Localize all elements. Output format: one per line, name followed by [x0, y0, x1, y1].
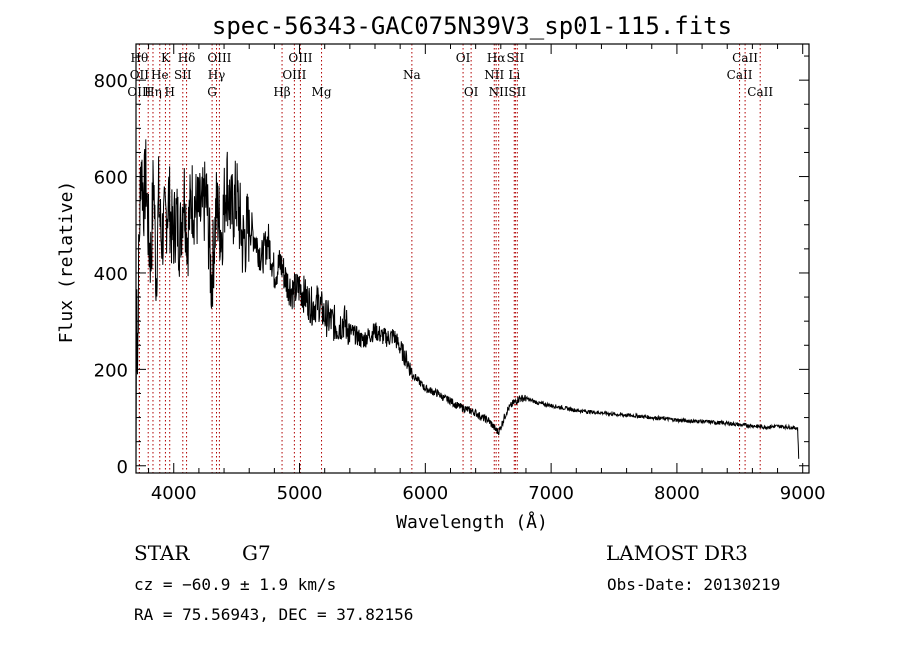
spectral-line-label: OI [464, 85, 479, 99]
spectral-lines: HθOIIOIIIHηHeKHSIIHδGHγOIIIHβOIIIOIIIMgN… [127, 44, 773, 473]
x-tick-label: 8000 [654, 483, 700, 504]
spectral-line-label: Hα [487, 51, 506, 65]
object-subclass: G7 [242, 541, 271, 565]
spectral-line-label: He [151, 68, 169, 82]
y-axis-label: Flux (relative) [56, 181, 77, 344]
spectral-line-label: Na [403, 68, 421, 82]
x-tick-label: 6000 [402, 483, 448, 504]
spectral-line-label: Li [508, 68, 520, 82]
redshift-text: cz = −60.9 ± 1.9 km/s [134, 575, 336, 594]
survey-name: LAMOST DR3 [606, 541, 748, 565]
spectral-line-label: OIII [282, 68, 306, 82]
y-tick-label: 800 [94, 71, 128, 92]
y-tick-label: 200 [94, 360, 128, 381]
spectral-line-label: Hβ [273, 85, 290, 99]
spectral-line-label: Hθ [130, 51, 148, 65]
obs-date: Obs-Date: 20130219 [607, 575, 780, 594]
x-tick-label: 4000 [151, 483, 197, 504]
spectral-line-label: OIII [207, 51, 231, 65]
spectral-line-label: K [161, 51, 171, 65]
x-tick-label: 5000 [277, 483, 323, 504]
spectral-line-label: SII [508, 85, 526, 99]
x-tick-label: 9000 [780, 483, 826, 504]
plot-frame [135, 43, 810, 474]
x-axis-label: Wavelength (Å) [396, 511, 548, 533]
spectral-line-label: CaII [727, 68, 753, 82]
y-tick-label: 400 [94, 264, 128, 285]
x-tick-label: 7000 [528, 483, 574, 504]
spectral-line-label: OIII [288, 51, 312, 65]
spectral-line-label: Hγ [208, 68, 226, 82]
spectral-line-label: Hδ [178, 51, 196, 65]
coordinates-text: RA = 75.56943, DEC = 37.82156 [134, 605, 413, 624]
spectral-line-label: SII [174, 68, 192, 82]
axes: 4000 5000 6000 7000 8000 9000 0 200 400 600 800 [94, 43, 826, 504]
spectral-line-label: Hη [144, 85, 162, 99]
spectral-line-label: H [164, 85, 174, 99]
series-layer [135, 139, 800, 466]
spectral-line-label: OIII [127, 85, 151, 99]
spectral-line-label: OI [456, 51, 471, 65]
spectral-line-label: NII [489, 85, 509, 99]
spectral-line-label: SII [507, 51, 525, 65]
spectral-line-label: CaII [732, 51, 758, 65]
spectral-line-label: NII [484, 68, 504, 82]
y-tick-label: 600 [94, 168, 128, 189]
object-class: STAR [134, 541, 190, 565]
spectrum-line [135, 139, 800, 466]
spectral-line-label: Mg [312, 85, 332, 99]
y-tick-label: 0 [117, 457, 128, 478]
spectral-line-label: OII [130, 68, 150, 82]
chart-title: spec-56343-GAC075N39V3_sp01-115.fits [212, 12, 732, 40]
spectral-line-label: CaII [747, 85, 773, 99]
spectral-line-label: G [207, 85, 217, 99]
